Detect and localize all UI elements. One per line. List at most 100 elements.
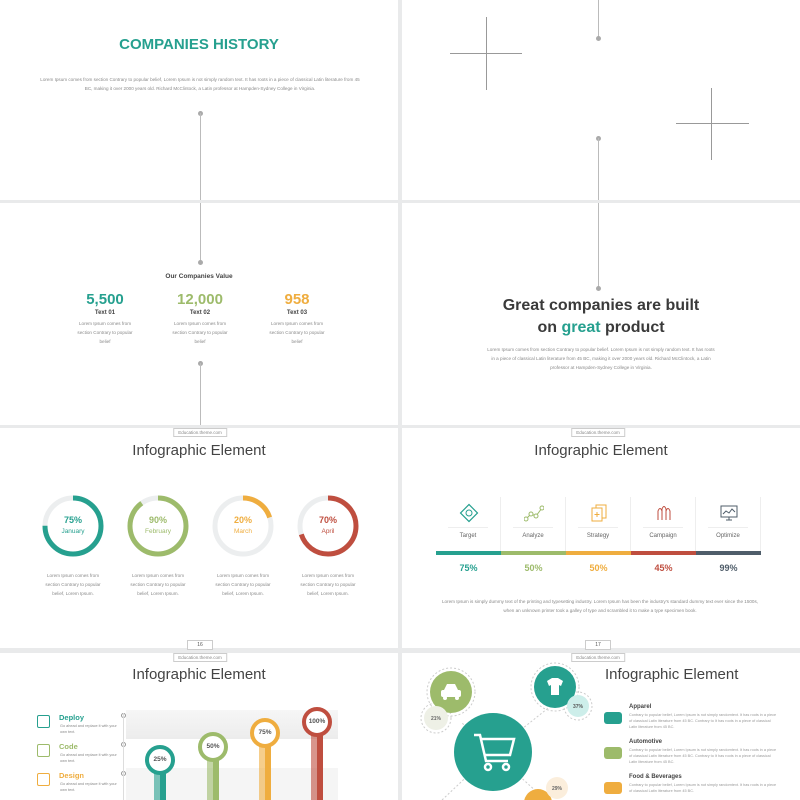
slide-title: Infographic Element bbox=[605, 666, 739, 683]
bubble-diagram: 21% 37% 29% bbox=[420, 662, 593, 800]
sliders-icon bbox=[37, 744, 50, 757]
ring-graphic bbox=[42, 495, 104, 557]
headline: Great companies are built on great produ… bbox=[402, 295, 800, 339]
pin-stem bbox=[311, 722, 323, 800]
feature-item: Deploy Go ahead and replace it with your… bbox=[36, 713, 126, 740]
step-card-campaign: Campaign bbox=[631, 497, 696, 552]
feature-label: Code bbox=[59, 742, 78, 751]
cart-bubble bbox=[454, 713, 532, 791]
wallet-icon bbox=[37, 715, 50, 728]
shirt-percent: 37% bbox=[573, 704, 584, 710]
stat-label: Text 02 bbox=[189, 310, 211, 316]
pin-value: 50% bbox=[206, 743, 220, 750]
slide-title: Infographic Element bbox=[132, 666, 266, 683]
ring-month: February bbox=[144, 528, 171, 535]
stat-desc: Lorem Ipsum comes from section Contrary … bbox=[77, 321, 133, 344]
headline-text: on bbox=[537, 319, 562, 336]
ring-fill bbox=[42, 495, 104, 557]
category-desc: Contrary to popular belief, Lorem Ipsum … bbox=[629, 748, 777, 764]
step-card-optimize: Optimize bbox=[696, 497, 761, 552]
headline-line-2: on great product bbox=[402, 317, 800, 339]
slide-great-companies[interactable]: Great companies are built on great produ… bbox=[402, 203, 800, 425]
progress-ring: 70% April bbox=[296, 494, 360, 558]
website-badge: Education.theme.com bbox=[571, 428, 625, 437]
axis-line bbox=[123, 713, 124, 800]
step-bar bbox=[696, 551, 761, 555]
percent-bubble bbox=[424, 706, 448, 730]
timeline-dot bbox=[596, 36, 601, 41]
timeline-line bbox=[200, 203, 201, 261]
pin-value: 100% bbox=[308, 718, 326, 725]
car-percent: 21% bbox=[431, 716, 442, 722]
website-badge: Education.theme.com bbox=[173, 428, 227, 437]
slide-infographic-rings[interactable]: Education.theme.com Infographic Element … bbox=[0, 428, 398, 648]
page-number: 16 bbox=[187, 640, 213, 650]
stat-desc: Lorem Ipsum comes from section Contrary … bbox=[269, 321, 325, 344]
ring-desc: Lorem Ipsum comes from section Contrary … bbox=[130, 573, 186, 596]
ring-month: January bbox=[61, 528, 85, 535]
stat-item: 12,000 Text 02 Lorem Ipsum comes from se… bbox=[160, 291, 240, 346]
step-value: 50% bbox=[524, 563, 543, 573]
slide-title: COMPANIES HISTORY bbox=[119, 36, 279, 53]
pin-head: 50% bbox=[198, 732, 228, 762]
crosshair-line bbox=[676, 123, 749, 124]
stat-item: 5,500 Text 01 Lorem Ipsum comes from sec… bbox=[65, 291, 145, 346]
step-card-strategy: Strategy bbox=[566, 497, 631, 552]
step-label: Analyze bbox=[522, 533, 544, 539]
timeline-dot bbox=[596, 286, 601, 291]
ring-percent: 70% bbox=[318, 515, 337, 525]
ring-fill bbox=[212, 495, 274, 557]
monitor-icon bbox=[720, 505, 738, 521]
slide-body: Lorem Ipsum comes from section Contrary … bbox=[487, 347, 715, 370]
percent-bubble bbox=[546, 777, 568, 799]
step-card-target: Target bbox=[436, 497, 501, 552]
step-value: 50% bbox=[589, 563, 608, 573]
ring-graphic bbox=[297, 495, 359, 557]
slide-companies-value[interactable]: Our Companies Value 5,500 Text 01 Lorem … bbox=[0, 203, 398, 425]
feature-item: Design Go ahead and replace it with your… bbox=[36, 771, 126, 798]
food-bubble bbox=[524, 789, 552, 800]
progress-ring: 20% March bbox=[211, 494, 275, 558]
documents-icon bbox=[591, 504, 607, 522]
progress-ring: 75% January bbox=[41, 494, 105, 558]
category-desc: Contrary to popular belief, Lorem Ipsum … bbox=[629, 713, 777, 729]
pin-value: 25% bbox=[153, 756, 167, 763]
step-label: Campaign bbox=[649, 533, 677, 539]
timeline-line bbox=[598, 138, 599, 200]
stat-value: 5,500 bbox=[86, 291, 124, 308]
category-item: Food & Beverages Contrary to popular bel… bbox=[602, 774, 782, 800]
percent-bubble bbox=[567, 695, 589, 717]
slide-infographic-pins[interactable]: Education.theme.com Infographic Element … bbox=[0, 653, 398, 800]
rockets-icon bbox=[657, 506, 671, 520]
ring-percent: 90% bbox=[148, 515, 167, 525]
slide-body: Lorem Ipsum comes from section Contrary … bbox=[40, 77, 360, 91]
feature-label: Design bbox=[59, 771, 85, 780]
pin-head: 100% bbox=[302, 707, 332, 737]
crosshair-line bbox=[711, 88, 712, 160]
slide-companies-history[interactable]: COMPANIES HISTORY Lorem Ipsum comes from… bbox=[0, 0, 398, 200]
ring-graphic bbox=[212, 495, 274, 557]
crosshair-line bbox=[486, 17, 487, 90]
stat-label: Text 03 bbox=[286, 310, 308, 316]
ring-month: March bbox=[233, 528, 253, 535]
divider bbox=[578, 527, 618, 528]
step-card-analyze: Analyze bbox=[501, 497, 566, 552]
stat-value: 12,000 bbox=[177, 291, 223, 308]
slide-infographic-bubbles[interactable]: Education.theme.com Infographic Element … bbox=[402, 653, 800, 800]
category-item: Apparel Contrary to popular belief, Lore… bbox=[602, 704, 782, 738]
ring-graphic bbox=[127, 495, 189, 557]
step-value: 75% bbox=[459, 563, 478, 573]
category-item: Automotive Contrary to popular belief, L… bbox=[602, 739, 782, 773]
image-icon bbox=[37, 773, 50, 786]
progress-ring: 90% February bbox=[126, 494, 190, 558]
category-label: Apparel bbox=[629, 704, 652, 710]
page-number: 17 bbox=[585, 640, 611, 650]
category-desc: Contrary to popular belief, Lorem Ipsum … bbox=[629, 783, 777, 793]
food-percent: 29% bbox=[552, 786, 563, 792]
slide-infographic-steps[interactable]: Education.theme.com Infographic Element … bbox=[402, 428, 800, 648]
step-label: Optimize bbox=[716, 533, 740, 539]
slide-crosshairs[interactable] bbox=[402, 0, 800, 200]
step-bar bbox=[436, 551, 501, 555]
ring-month: April bbox=[321, 528, 335, 535]
line-graph-icon bbox=[524, 505, 544, 522]
